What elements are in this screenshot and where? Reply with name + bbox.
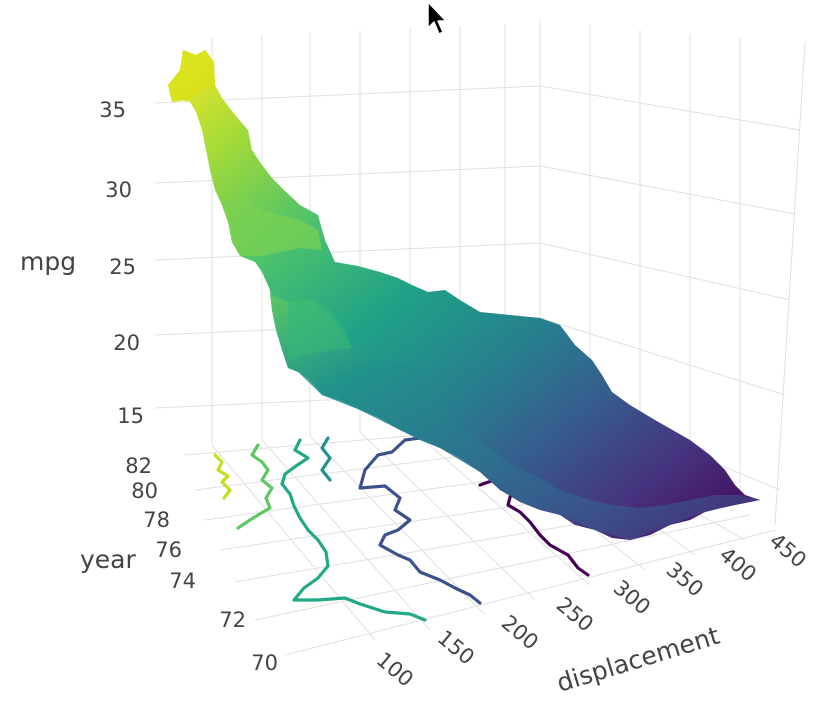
x-tick: 350 xyxy=(662,557,708,601)
z-tick: 15 xyxy=(117,404,144,428)
x-tick: 100 xyxy=(372,647,418,691)
z-tick: 25 xyxy=(109,255,136,279)
x-tick: 450 xyxy=(765,528,811,572)
mouse-pointer-icon xyxy=(427,1,447,35)
z-axis-title: mpg xyxy=(20,247,76,276)
z-axis: 35 30 25 20 15 mpg xyxy=(20,98,144,428)
x-tick: 150 xyxy=(433,625,479,669)
y-axis: 82 80 78 76 74 72 70 year xyxy=(80,454,278,675)
y-tick: 82 xyxy=(125,454,152,478)
z-tick: 35 xyxy=(99,98,126,122)
x-tick: 300 xyxy=(609,575,655,619)
x-axis: 100 150 200 250 300 350 400 450 displace… xyxy=(372,528,811,697)
x-tick: 250 xyxy=(552,592,598,636)
y-tick: 74 xyxy=(169,569,196,593)
y-axis-title: year xyxy=(80,545,136,574)
y-tick: 76 xyxy=(155,538,182,562)
y-tick: 80 xyxy=(131,479,158,503)
x-tick: 400 xyxy=(715,542,761,586)
mpg-surface[interactable] xyxy=(168,50,760,540)
z-tick: 20 xyxy=(113,331,140,355)
y-tick: 78 xyxy=(143,508,170,532)
y-tick: 72 xyxy=(219,608,246,632)
x-tick: 200 xyxy=(497,610,543,654)
y-tick: 70 xyxy=(251,651,278,675)
z-tick: 30 xyxy=(105,178,132,202)
